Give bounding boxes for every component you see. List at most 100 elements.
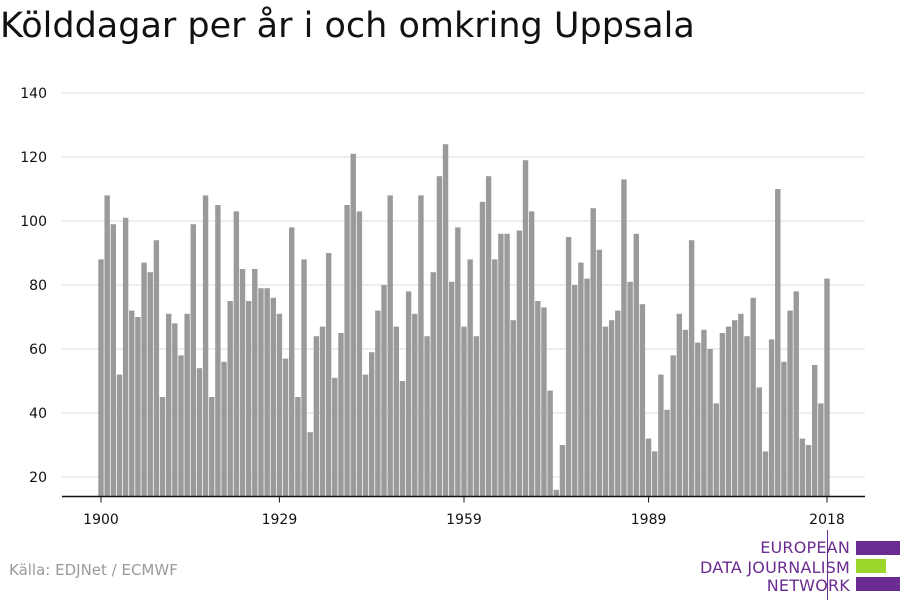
bar-1938	[332, 377, 338, 497]
bar-1922	[233, 211, 240, 497]
bar-1944	[369, 352, 375, 497]
bar-2011	[781, 361, 787, 497]
x-tick-label: 1989	[631, 512, 667, 528]
bar-2012	[787, 310, 793, 497]
bar-1947	[387, 195, 393, 497]
bar-1920	[221, 361, 227, 497]
bar-2002	[725, 326, 732, 497]
bar-1989	[645, 438, 652, 497]
bar-1990	[652, 451, 658, 497]
bar-1921	[227, 301, 233, 497]
bar-1903	[116, 374, 123, 497]
x-tick-label: 1929	[262, 512, 298, 528]
bar-2017	[818, 403, 824, 497]
bar-1962	[479, 201, 486, 497]
bar-1914	[184, 313, 190, 497]
bar-1982	[602, 326, 609, 497]
bar-1927	[264, 288, 270, 497]
bar-1973	[547, 390, 553, 497]
bar-1916	[196, 368, 203, 497]
bar-2009	[768, 339, 775, 497]
bar-2010	[775, 189, 781, 497]
bar-1965	[498, 233, 504, 497]
bar-1926	[258, 288, 264, 497]
bar-1954	[430, 272, 436, 497]
bar-1955	[436, 176, 443, 497]
y-tick-label: 140	[20, 86, 47, 102]
bar-1995	[682, 329, 689, 497]
bar-2016	[811, 365, 818, 497]
bar-1946	[381, 285, 387, 497]
y-tick-label: 20	[29, 470, 47, 486]
bar-1972	[541, 307, 547, 497]
bar-1957	[448, 281, 455, 497]
bars	[98, 144, 830, 497]
bar-2001	[719, 333, 726, 497]
bar-1907	[141, 262, 147, 497]
bar-2003	[732, 320, 738, 497]
bar-1942	[356, 211, 363, 497]
bar-2008	[762, 451, 769, 497]
bar-1906	[135, 317, 141, 497]
bar-1911	[165, 313, 172, 497]
bar-1925	[252, 269, 258, 497]
bar-2004	[738, 313, 744, 497]
bar-1948	[393, 326, 400, 497]
bar-1974	[553, 489, 559, 497]
bar-1980	[590, 208, 596, 497]
bar-1945	[375, 310, 381, 497]
logo-line-3: NETWORK	[766, 576, 850, 595]
bar-1917	[202, 195, 209, 497]
bar-1997	[695, 342, 701, 497]
bar-1932	[295, 397, 301, 497]
logo-divider	[827, 530, 828, 600]
y-axis-ticks: 20 40 60 80 100 120 140	[20, 86, 47, 486]
x-tick-label: 2018	[809, 512, 845, 528]
bar-1928	[270, 297, 276, 497]
bar-1994	[676, 313, 683, 497]
bar-1940	[344, 205, 350, 497]
x-tick-label: 1959	[446, 512, 482, 528]
y-tick-label: 120	[20, 150, 47, 166]
bar-2006	[750, 297, 756, 497]
y-tick-label: 100	[20, 214, 47, 230]
bar-1915	[190, 224, 196, 497]
bar-1904	[122, 217, 129, 497]
bar-1966	[504, 233, 510, 497]
bar-2013	[793, 291, 799, 497]
bar-1998	[701, 329, 707, 497]
bar-1933	[301, 259, 307, 497]
bar-1996	[688, 240, 695, 497]
bar-1934	[307, 432, 313, 497]
bar-1993	[670, 355, 676, 497]
bar-1977	[572, 285, 578, 497]
bar-1900	[98, 259, 104, 497]
bar-1923	[239, 269, 246, 497]
bar-1969	[522, 160, 529, 497]
bar-1902	[110, 224, 117, 497]
bar-1968	[516, 230, 523, 497]
y-tick-label: 60	[29, 342, 47, 358]
bar-1991	[658, 374, 664, 497]
bar-1953	[424, 336, 430, 497]
bar-1929	[276, 313, 283, 497]
logo-line-2: DATA JOURNALISM	[700, 558, 850, 577]
bar-1919	[215, 205, 221, 497]
bar-1952	[418, 195, 424, 497]
bar-1935	[313, 336, 320, 497]
bar-2007	[756, 387, 763, 497]
bar-1963	[485, 176, 492, 497]
bar-1950	[405, 291, 412, 497]
bar-2015	[805, 445, 812, 497]
bar-2005	[744, 336, 750, 497]
bar-1964	[492, 259, 498, 497]
bar-1961	[473, 336, 479, 497]
bar-1999	[707, 349, 713, 497]
bar-1901	[104, 195, 110, 497]
bar-1959	[461, 326, 467, 497]
bar-1930	[282, 358, 289, 497]
bar-1931	[289, 227, 295, 497]
bar-1905	[129, 310, 135, 497]
y-tick-label: 40	[29, 406, 47, 422]
